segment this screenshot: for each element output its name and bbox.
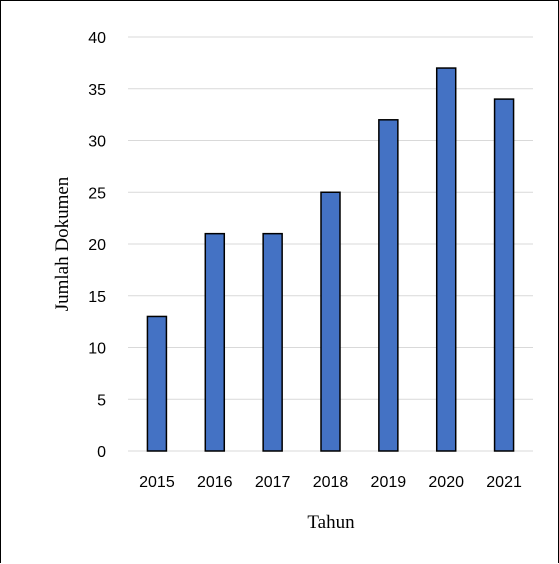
x-tick-label: 2019: [371, 474, 407, 491]
y-tick-label: 0: [97, 444, 106, 461]
y-tick-label: 35: [88, 82, 106, 99]
y-tick-label: 30: [88, 134, 106, 151]
x-tick-labels: 2015 2016 2017 2018 2019 2020 2021: [139, 474, 522, 491]
y-tick-label: 25: [88, 185, 106, 202]
x-tick-label: 2020: [428, 474, 464, 491]
bar-2015: [146, 315, 168, 452]
y-tick-label: 10: [88, 341, 106, 358]
bar-2018: [320, 191, 341, 452]
x-axis-title: Tahun: [307, 512, 355, 533]
bars: [146, 67, 515, 452]
bar-2021: [493, 98, 515, 452]
x-tick-label: 2015: [139, 474, 175, 491]
x-tick-label: 2016: [197, 474, 233, 491]
bar-2017: [262, 232, 283, 452]
y-tick-label: 15: [88, 289, 106, 306]
x-tick-label: 2017: [255, 474, 291, 491]
x-tick-label: 2021: [486, 474, 522, 491]
y-tick-labels: 0 5 10 15 20 25 30 35 40: [88, 30, 106, 461]
y-tick-label: 5: [97, 392, 106, 409]
y-tick-label: 40: [88, 30, 106, 47]
y-tick-label: 20: [88, 237, 106, 254]
bar-2016: [204, 232, 226, 452]
bar-2019: [378, 119, 399, 452]
y-axis-title: Jumlah Dokumen: [52, 176, 73, 311]
x-tick-label: 2018: [313, 474, 349, 491]
bar-2020: [435, 67, 457, 452]
